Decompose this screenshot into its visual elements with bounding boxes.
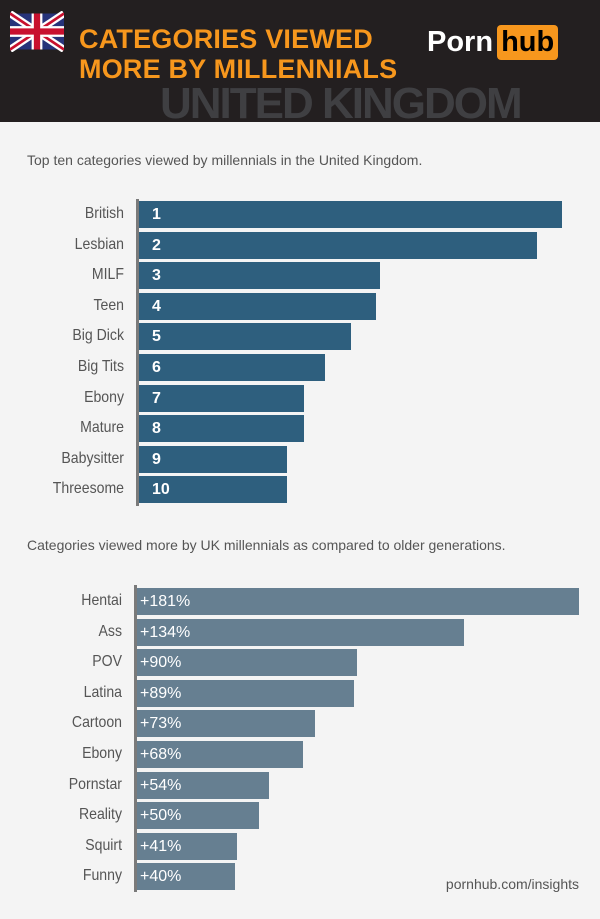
rank-label: 2	[152, 236, 161, 254]
category-label: Threesome	[52, 480, 124, 498]
bar	[137, 618, 465, 646]
value-label: +41%	[140, 837, 182, 855]
value-label: +134%	[140, 623, 191, 641]
category-label: Teen	[93, 296, 124, 314]
bar	[139, 384, 304, 412]
bar	[137, 588, 579, 615]
value-label: +54%	[140, 776, 182, 794]
bar	[139, 354, 326, 381]
bar	[137, 771, 269, 799]
title-line-1: CATEGORIES VIEWED	[79, 24, 373, 54]
title-line-2: MORE BY MILLENNIALS	[79, 54, 398, 84]
category-label: Hentai	[81, 592, 122, 609]
bar	[137, 741, 304, 768]
bar	[139, 445, 288, 473]
category-label: Ebony	[82, 745, 122, 762]
category-label: Babysitter	[61, 449, 124, 467]
value-label: +50%	[140, 807, 182, 825]
category-label: Latina	[83, 683, 122, 701]
category-label: Funny	[82, 867, 122, 885]
value-label: +73%	[140, 715, 182, 733]
rank-label: 10	[152, 481, 170, 499]
category-label: Big Tits	[77, 358, 124, 375]
logo-text-hub: hub	[497, 25, 559, 60]
category-label: MILF	[91, 266, 124, 284]
bar	[139, 201, 562, 228]
chart2-subtitle: Categories viewed more by UK millennials…	[27, 537, 506, 553]
bar	[137, 710, 316, 738]
value-label: +68%	[140, 746, 182, 763]
value-label: +181%	[140, 593, 191, 610]
bar	[139, 262, 381, 290]
chart1-axis	[136, 199, 139, 506]
category-label: POV	[92, 653, 122, 671]
pornhub-logo: Porn hub	[427, 25, 559, 60]
logo-text-porn: Porn	[427, 26, 494, 58]
category-label: British	[84, 205, 124, 222]
bar	[137, 679, 355, 707]
rank-label: 1	[152, 206, 161, 223]
bar	[139, 476, 288, 504]
value-label: +90%	[140, 654, 182, 672]
uk-flag-icon	[10, 11, 64, 52]
footer-source: pornhub.com/insights	[445, 876, 579, 892]
rank-label: 9	[152, 450, 161, 468]
bar	[139, 323, 351, 351]
category-label: Mature	[80, 419, 124, 437]
bar	[137, 802, 260, 830]
rank-label: 5	[152, 328, 161, 346]
rank-label: 4	[152, 297, 161, 315]
bar	[137, 832, 238, 860]
rank-label: 3	[152, 267, 161, 285]
bar	[139, 415, 304, 443]
bar	[139, 292, 376, 320]
category-label: Pornstar	[68, 775, 122, 793]
rank-label: 7	[152, 389, 161, 407]
chart2-axis	[134, 585, 137, 892]
bar	[139, 231, 537, 259]
chart1-subtitle: Top ten categories viewed by millennials…	[27, 152, 423, 168]
value-label: +40%	[140, 868, 182, 886]
category-label: Cartoon	[71, 714, 122, 732]
category-label: Lesbian	[74, 235, 124, 253]
bar	[137, 863, 235, 891]
rank-label: 8	[152, 420, 161, 438]
category-label: Big Dick	[72, 327, 124, 345]
category-label: Ebony	[84, 388, 124, 406]
category-label: Reality	[78, 806, 122, 824]
category-label: Squirt	[85, 836, 122, 854]
watermark-country: UNITED KINGDOM	[160, 79, 523, 123]
category-label: Ass	[98, 622, 122, 640]
bar	[137, 649, 357, 677]
header: UNITED KINGDOM CATEGORIES VIEWED MORE BY…	[0, 0, 600, 122]
rank-label: 6	[152, 359, 161, 376]
value-label: +89%	[140, 684, 182, 702]
